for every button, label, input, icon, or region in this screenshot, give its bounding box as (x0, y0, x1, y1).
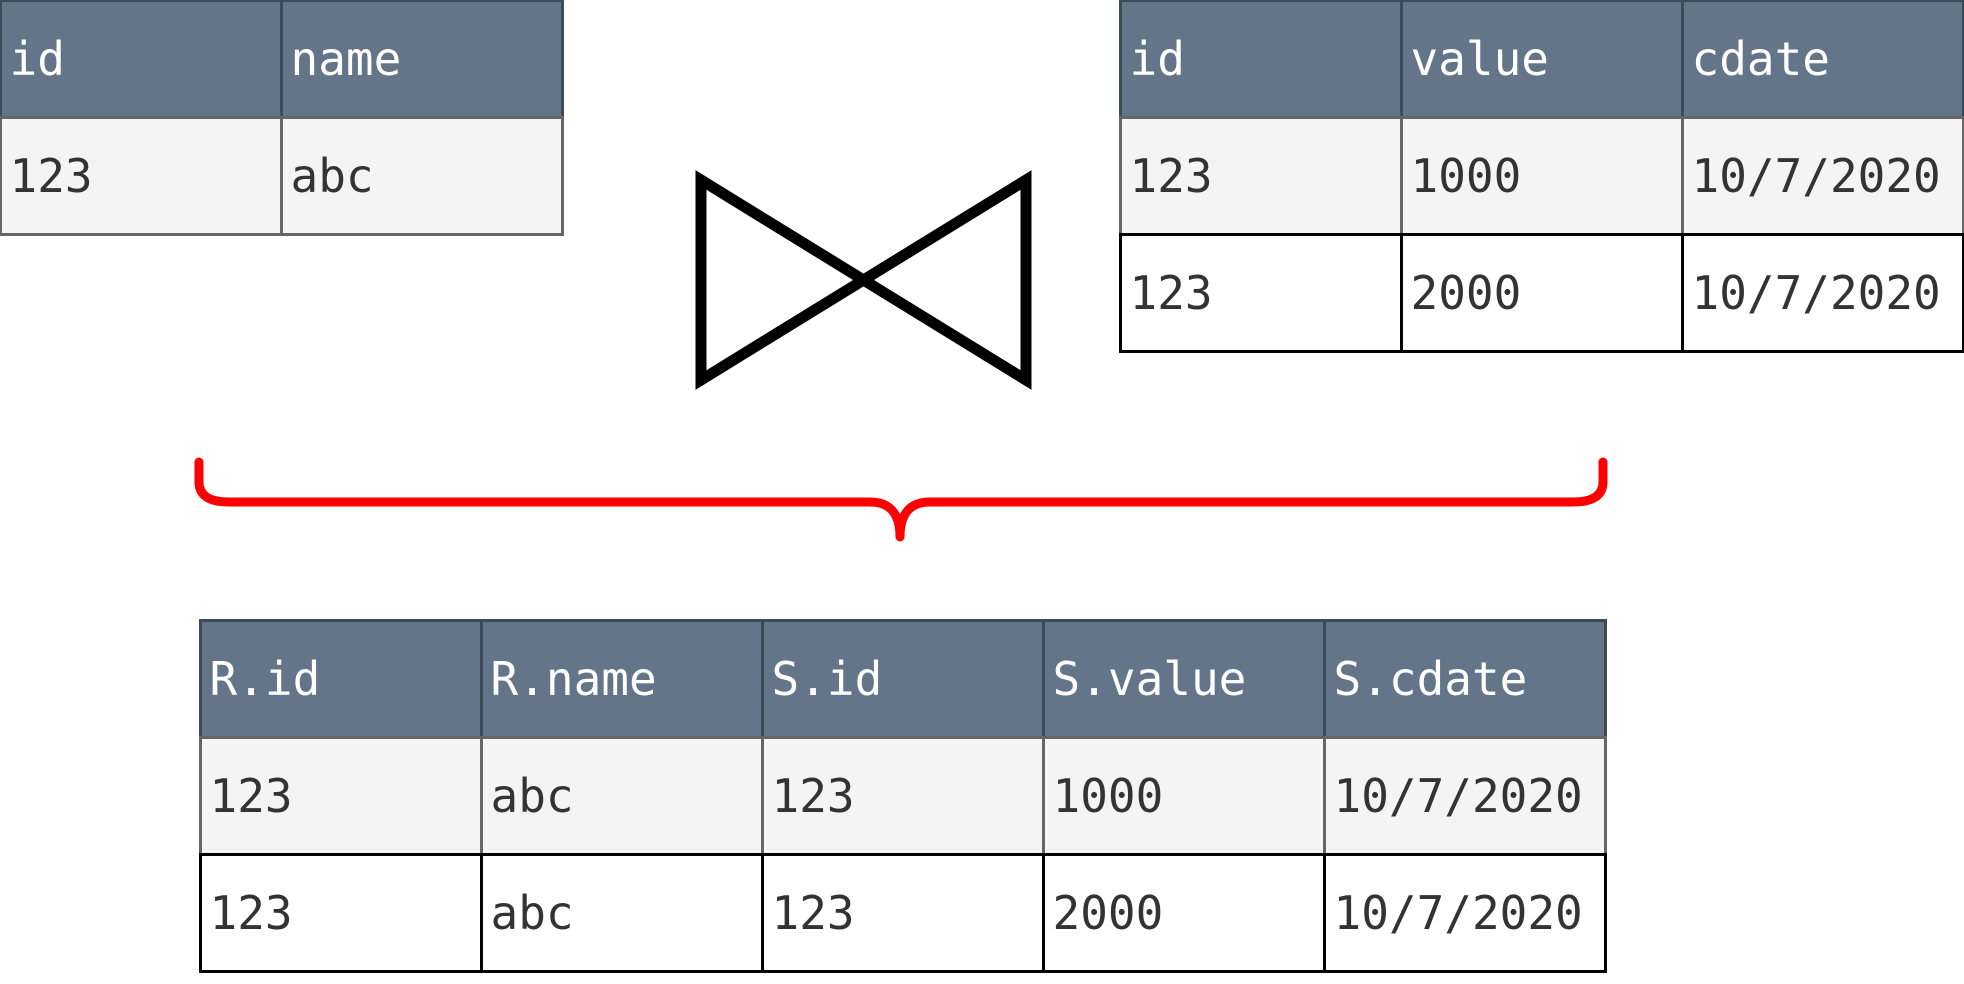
result-cell: abc (479, 735, 764, 856)
table-r: id name 123 abc (0, 0, 564, 236)
result-cell: 123 (760, 852, 1045, 973)
result-header-r-name: R.name (479, 618, 764, 739)
table-s-cell: 10/7/2020 (1680, 115, 1964, 236)
table-s-cell: 1000 (1399, 115, 1684, 236)
bowtie-join-icon (695, 170, 1032, 390)
result-header-r-id: R.id (198, 618, 483, 739)
table-r-cell: 123 (0, 115, 283, 236)
result-cell: 10/7/2020 (1322, 735, 1607, 856)
result-cell: 2000 (1041, 852, 1326, 973)
table-s-header-id: id (1118, 0, 1403, 119)
result-header-s-cdate: S.cdate (1322, 618, 1607, 739)
result-header-s-id: S.id (760, 618, 1045, 739)
result-header-s-value: S.value (1041, 618, 1326, 739)
table-s-cell: 2000 (1399, 232, 1684, 353)
table-s-cell: 123 (1118, 115, 1403, 236)
table-s-cell: 10/7/2020 (1680, 232, 1964, 353)
result-cell: 123 (198, 852, 483, 973)
table-s-header-value: value (1399, 0, 1684, 119)
curly-brace-icon (194, 457, 1608, 542)
table-s: id value cdate 123 1000 10/7/2020 123 20… (1118, 0, 1964, 353)
table-r-header-id: id (0, 0, 283, 119)
result-cell: abc (479, 852, 764, 973)
result-cell: 123 (760, 735, 1045, 856)
result-cell: 10/7/2020 (1322, 852, 1607, 973)
bowtie-join-shape (695, 170, 1032, 390)
result-cell: 123 (198, 735, 483, 856)
table-s-header-cdate: cdate (1680, 0, 1964, 119)
table-r-cell: abc (279, 115, 564, 236)
result-table: R.id R.name S.id S.value S.cdate 123 abc… (198, 618, 1607, 973)
result-cell: 1000 (1041, 735, 1326, 856)
